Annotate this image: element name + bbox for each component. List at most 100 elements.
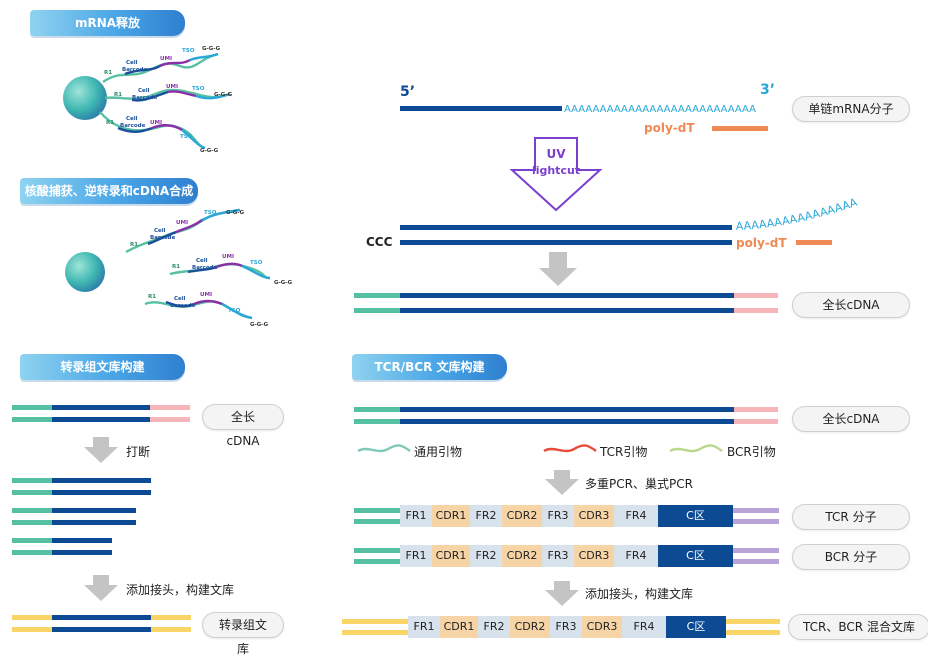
segment-fr3: FR3	[542, 505, 574, 527]
lightcut-diagram: AAAAAAAAAAAAAAAAAAAAAAAAAAA 5’ 3’ poly-d…	[354, 82, 859, 313]
down-arrow-adapter	[84, 575, 118, 601]
label-cell: Cell	[126, 116, 138, 122]
pill-bcr: BCR 分子	[792, 544, 910, 570]
label-umi: UMI	[150, 120, 162, 126]
down-arrow-adapter-right	[545, 581, 579, 606]
bcr-molecule: FR1 CDR1 FR2 CDR2 FR3 CDR3 FR4 C区	[354, 545, 779, 567]
cdna-strand-top	[400, 225, 732, 230]
label-cell: Cell	[138, 88, 150, 94]
polydt-bar	[712, 126, 768, 131]
segment-fr3: FR3	[542, 545, 574, 567]
label-barcode: Barcode	[120, 123, 146, 129]
label-r1: R1	[114, 92, 122, 98]
segment-fr4: FR4	[614, 505, 658, 527]
bead-2	[65, 252, 105, 292]
fragment-label: 打断	[126, 445, 151, 459]
label-tso: TSO	[180, 134, 193, 140]
label-tso: TSO	[250, 260, 263, 266]
segment-cdr2: CDR2	[502, 505, 542, 527]
multiplex-label: 多重PCR、巢式PCR	[585, 477, 693, 491]
label-r1: R1	[172, 264, 180, 270]
legend-tcr: TCR引物	[600, 445, 648, 459]
tcr-molecule: FR1 CDR1 FR2 CDR2 FR3 CDR3 FR4 C区	[354, 505, 779, 527]
tab-mrna-release: mRNA释放	[30, 10, 185, 36]
label-ggg: G-G-G	[274, 280, 293, 286]
pill-ss-mrna: 单链mRNA分子	[792, 96, 910, 122]
label-barcode: Barcode	[192, 265, 218, 271]
add-adapter-label-left: 添加接头，构建文库	[126, 583, 235, 597]
ccc-text: CCC	[366, 235, 393, 249]
segment-fr2: FR2	[470, 505, 502, 527]
label-umi: UMI	[222, 254, 234, 260]
polydt-text-2: poly-dT	[736, 236, 787, 250]
uv-text: UV	[546, 147, 566, 161]
label-tso: TSO	[182, 48, 195, 54]
transcriptome-diagram	[12, 405, 191, 632]
segment-c-region: C区	[658, 545, 733, 567]
bead-release-diagram: R1 Cell Barcode UMI TSO G-G-G R1 Cell Ba…	[63, 46, 293, 328]
segment-c-region: C区	[666, 616, 726, 638]
segment-fr4: FR4	[614, 545, 658, 567]
label-ggg: G-G-G	[202, 46, 221, 52]
segment-fr2: FR2	[470, 545, 502, 567]
segment-fr1: FR1	[400, 505, 432, 527]
label-ggg: G-G-G	[200, 148, 219, 154]
segment-cdr1: CDR1	[440, 616, 478, 638]
mrna-strand	[400, 106, 562, 111]
pill-full-cdna-left: 全长cDNA	[202, 404, 284, 448]
label-umi: UMI	[160, 56, 172, 62]
segment-cdr2: CDR2	[510, 616, 550, 638]
segment-cdr3: CDR3	[574, 545, 614, 567]
label-barcode: Barcode	[132, 95, 158, 101]
label-tso: TSO	[192, 86, 205, 92]
segment-cdr3: CDR3	[574, 505, 614, 527]
legend-universal-line	[357, 444, 411, 453]
tab-capture: 核酸捕获、逆转录和cDNA合成	[20, 178, 198, 204]
tab-tcr-bcr-lib: TCR/BCR 文库构建	[352, 354, 507, 380]
segment-c-region: C区	[658, 505, 733, 527]
label-barcode: Barcode	[150, 235, 176, 241]
pill-full-cdna-top: 全长cDNA	[792, 292, 910, 318]
segment-fr3: FR3	[550, 616, 582, 638]
label-umi: UMI	[176, 220, 188, 226]
label-cell: Cell	[196, 258, 208, 264]
three-prime: 3’	[760, 82, 775, 98]
tab-transcriptome-lib: 转录组文库构建	[20, 354, 185, 380]
add-adapter-label-right: 添加接头，构建文库	[585, 587, 694, 601]
legend-universal: 通用引物	[414, 445, 463, 459]
bead-1	[63, 76, 107, 120]
pill-tcr: TCR 分子	[792, 504, 910, 530]
label-r1: R1	[104, 70, 112, 76]
label-ggg: G-G-G	[250, 322, 269, 328]
label-tso: TSO	[204, 210, 217, 216]
tcr-bcr-diagram	[354, 407, 778, 606]
pill-mixed-library: TCR、BCR 混合文库	[788, 614, 928, 640]
label-ggg: G-G-G	[226, 210, 245, 216]
down-arrow-fragment	[84, 437, 118, 463]
mixed-library-molecule: FR1 CDR1 FR2 CDR2 FR3 CDR3 FR4 C区	[342, 616, 780, 638]
polya-curve-text: AAAAAAAAAAAAAAAA	[735, 196, 859, 233]
segment-fr4: FR4	[622, 616, 666, 638]
label-ggg: G-G-G	[214, 92, 233, 98]
polydt-text: poly-dT	[644, 121, 695, 135]
legend-bcr: BCR引物	[727, 445, 776, 459]
label-cell: Cell	[174, 296, 186, 302]
cdna-strand-bottom	[400, 240, 732, 245]
segment-fr2: FR2	[478, 616, 510, 638]
label-r1: R1	[130, 242, 138, 248]
label-barcode: Barcode	[122, 67, 148, 73]
down-arrow-pcr	[545, 470, 579, 495]
segment-fr1: FR1	[408, 616, 440, 638]
segment-fr1: FR1	[400, 545, 432, 567]
segment-cdr3: CDR3	[582, 616, 622, 638]
legend-bcr-line	[669, 444, 723, 453]
label-cell: Cell	[154, 228, 166, 234]
segment-cdr1: CDR1	[432, 545, 470, 567]
polydt-bar-2	[796, 240, 832, 245]
segment-cdr2: CDR2	[502, 545, 542, 567]
segment-cdr1: CDR1	[432, 505, 470, 527]
label-umi: UMI	[200, 292, 212, 298]
label-barcode: Barcode	[170, 303, 196, 309]
polya-text: AAAAAAAAAAAAAAAAAAAAAAAAAAA	[564, 104, 756, 115]
down-arrow-1	[539, 252, 577, 286]
